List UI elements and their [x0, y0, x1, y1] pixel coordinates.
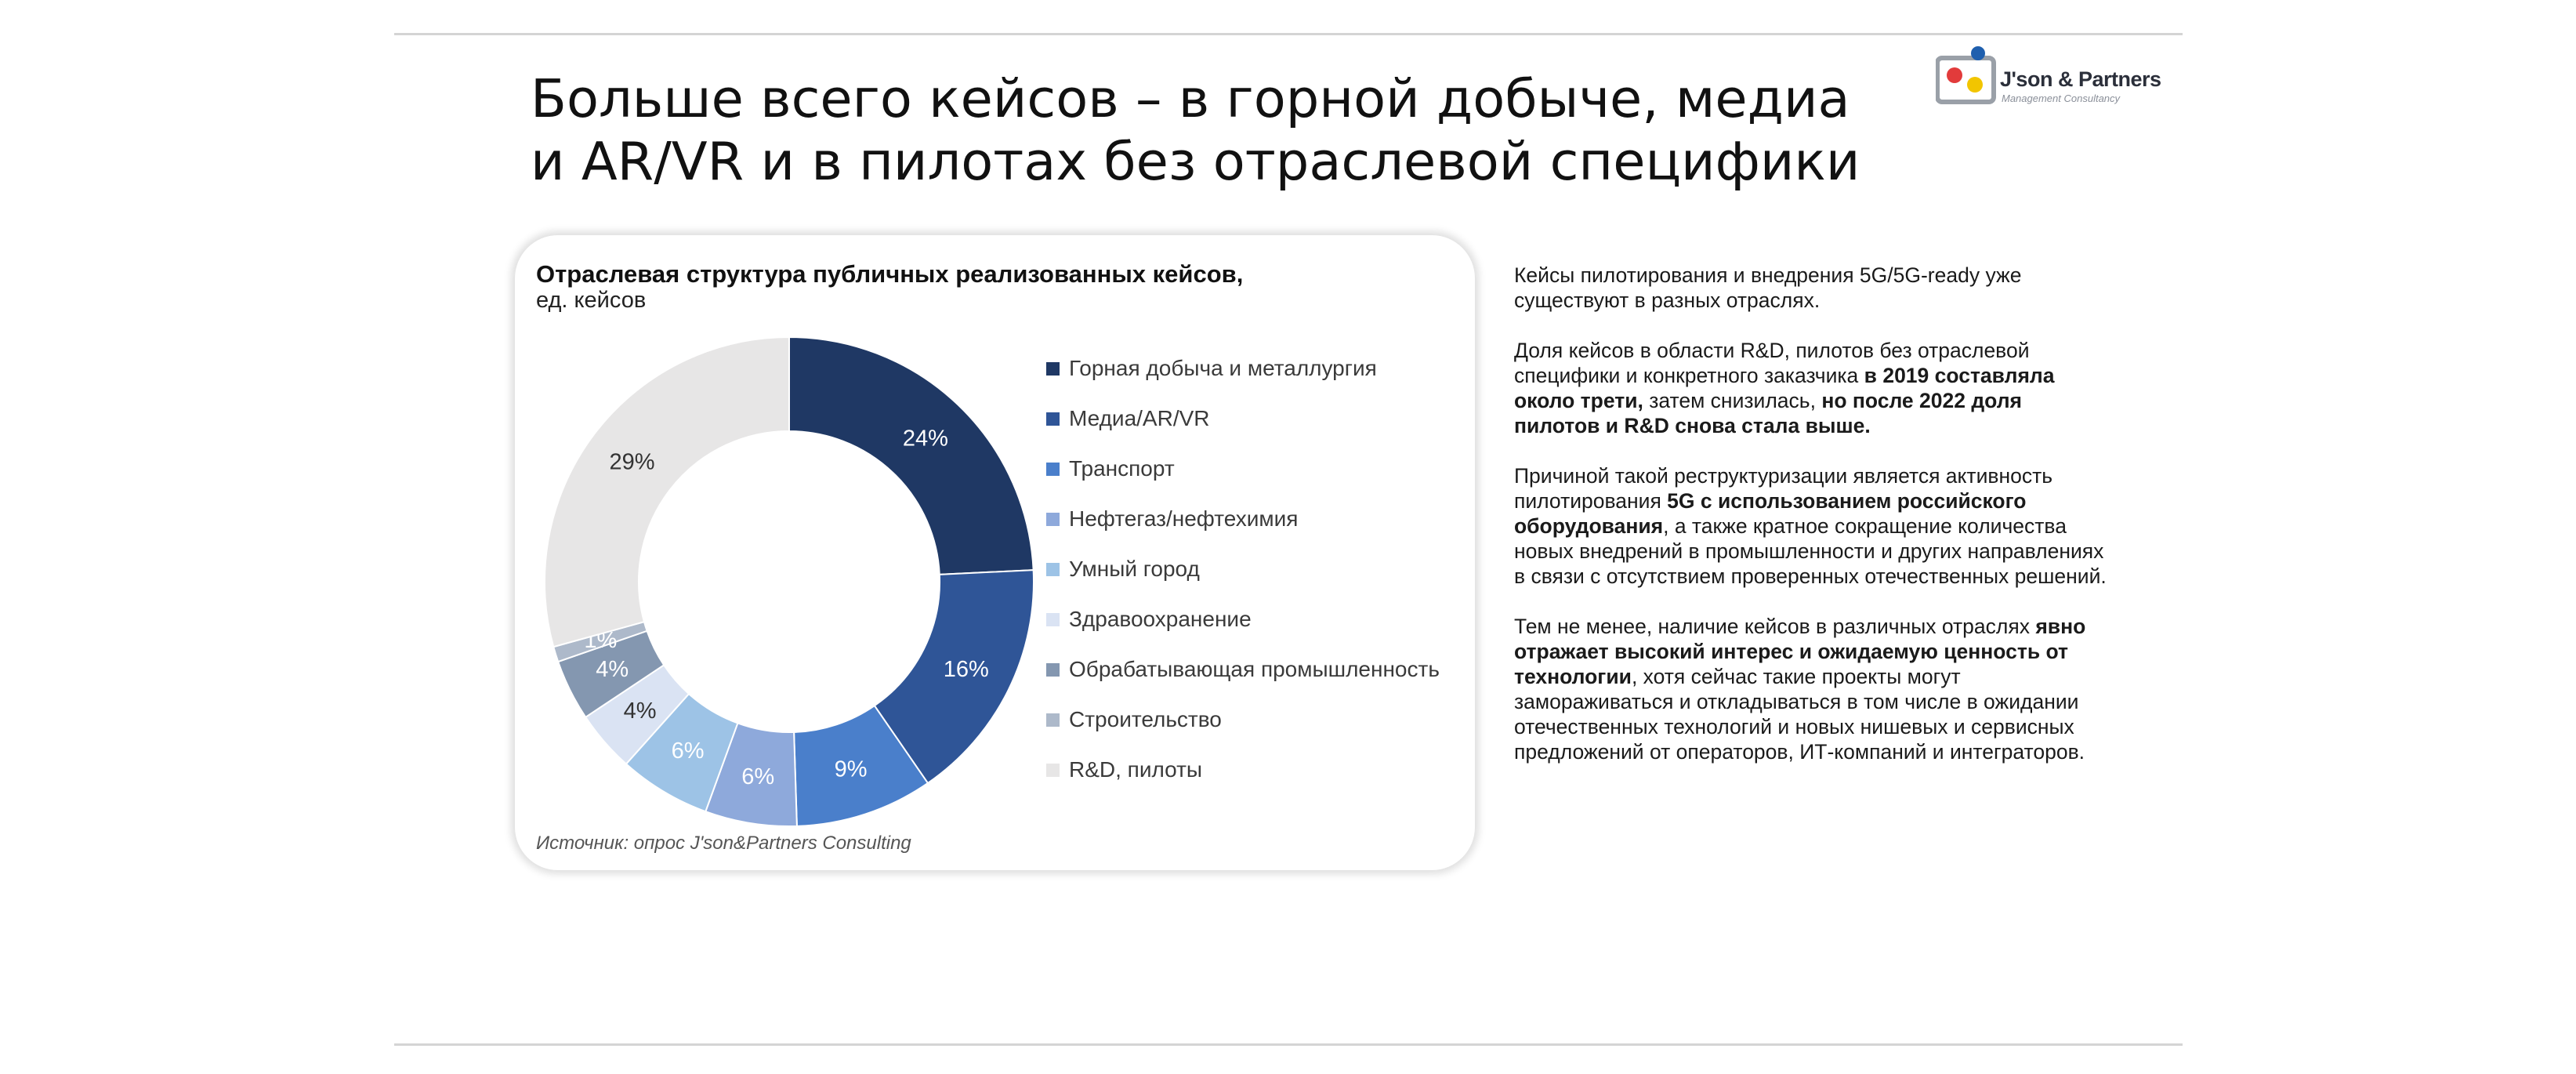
legend-swatch: [1046, 662, 1060, 677]
commentary-paragraph: Кейсы пилотирования и внедрения 5G/5G-re…: [1514, 263, 2110, 313]
legend-label: Транспорт: [1069, 456, 1175, 481]
legend-swatch: [1046, 562, 1060, 576]
legend-item: Обрабатывающая промышленность: [1046, 644, 1440, 695]
slice-data-label: 29%: [609, 449, 654, 474]
legend-label: Здравоохранение: [1069, 607, 1252, 631]
legend-item: Строительство: [1046, 695, 1440, 745]
donut-slice: [788, 336, 1034, 575]
legend-label: Умный город: [1069, 557, 1200, 581]
slice-data-label: 16%: [944, 657, 989, 682]
commentary-run: Тем не менее, наличие кейсов в различных…: [1514, 615, 2036, 638]
commentary-run: Доля кейсов в области R&D, пилотов без о…: [1514, 339, 2030, 387]
bottom-divider: [394, 1043, 2183, 1046]
legend-label: Нефтегаз/нефтехимия: [1069, 506, 1299, 531]
legend-swatch: [1046, 763, 1060, 777]
slice-data-label: 9%: [835, 757, 868, 782]
legend-label: Медиа/AR/VR: [1069, 406, 1210, 430]
legend-item: Транспорт: [1046, 444, 1440, 494]
slice-data-label: 4%: [596, 657, 629, 682]
chart-title: Отраслевая структура публичных реализова…: [536, 260, 1244, 288]
slide-title-line-1: Больше всего кейсов – в горной добыче, м…: [531, 68, 1850, 129]
legend-swatch: [1046, 713, 1060, 727]
legend-item: R&D, пилоты: [1046, 745, 1440, 795]
legend-label: Обрабатывающая промышленность: [1069, 657, 1440, 681]
legend-item: Горная добыча и металлургия: [1046, 343, 1440, 394]
slice-data-label: 6%: [741, 764, 774, 789]
commentary-emphasis: явно отражает высокий интерес и ожидаему…: [1514, 615, 2086, 688]
slice-data-label: 24%: [903, 426, 948, 452]
company-logo: J'son & Partners Management Consultancy: [1935, 44, 2163, 107]
commentary-paragraph: Тем не менее, наличие кейсов в различных…: [1514, 614, 2110, 764]
chart-source: Источник: опрос J'son&Partners Consultin…: [536, 833, 911, 854]
legend-swatch: [1046, 462, 1060, 476]
chart-legend: Горная добыча и металлургия Медиа/AR/VR Тр…: [1046, 343, 1440, 795]
legend-item: Медиа/AR/VR: [1046, 394, 1440, 444]
commentary-run: , хотя сейчас такие проекты могут замора…: [1514, 665, 2085, 764]
legend-label: Горная добыча и металлургия: [1069, 356, 1377, 380]
legend-swatch: [1046, 361, 1060, 376]
slice-data-label: 4%: [624, 698, 657, 724]
legend-swatch: [1046, 412, 1060, 426]
commentary-run: , а также кратное сокращение количества …: [1514, 514, 2107, 588]
commentary-emphasis: в 2019 составляла около трети,: [1514, 364, 2055, 412]
slide-title-line-2: и AR/VR и в пилотах без отраслевой специ…: [531, 131, 1860, 192]
commentary-run: Кейсы пилотирования и внедрения 5G/5G-re…: [1514, 263, 2022, 312]
slide-title: Больше всего кейсов – в горной добыче, м…: [531, 67, 1957, 193]
donut-slice: [544, 336, 790, 648]
legend-item: Нефтегаз/нефтехимия: [1046, 494, 1440, 544]
chart-subtitle: ед. кейсов: [536, 288, 647, 313]
commentary-text: Кейсы пилотирования и внедрения 5G/5G-re…: [1514, 263, 2110, 789]
legend-item: Здравоохранение: [1046, 594, 1440, 644]
legend-label: Строительство: [1069, 707, 1222, 731]
logo-mark-icon: [1935, 46, 1996, 104]
commentary-paragraph: Причиной такой реструктуризации является…: [1514, 463, 2110, 589]
commentary-run: затем снизилась,: [1643, 389, 1822, 412]
legend-swatch: [1046, 512, 1060, 526]
slice-data-label: 6%: [672, 738, 705, 764]
logo-wordmark: J'son & Partners: [2000, 67, 2161, 91]
commentary-emphasis: но после 2022 доля пилотов и R&D снова с…: [1514, 389, 2022, 437]
commentary-paragraph: Доля кейсов в области R&D, пилотов без о…: [1514, 338, 2110, 438]
legend-item: Умный город: [1046, 544, 1440, 594]
top-divider: [394, 33, 2183, 35]
donut-slice: [873, 569, 1034, 785]
legend-swatch: [1046, 612, 1060, 626]
logo-tagline: Management Consultancy: [2002, 93, 2121, 104]
commentary-run: Причиной такой реструктуризации является…: [1514, 464, 2053, 513]
legend-label: R&D, пилоты: [1069, 757, 1203, 782]
commentary-emphasis: 5G с использованием российского оборудов…: [1514, 489, 2027, 538]
chart-card: 24% 16% 9% 6% 6% 4% 4% 1% 29% Отраслевая структу…: [515, 235, 1475, 870]
donut-chart: 24%16%9%6%6%4%4%1%29%: [544, 336, 1034, 827]
